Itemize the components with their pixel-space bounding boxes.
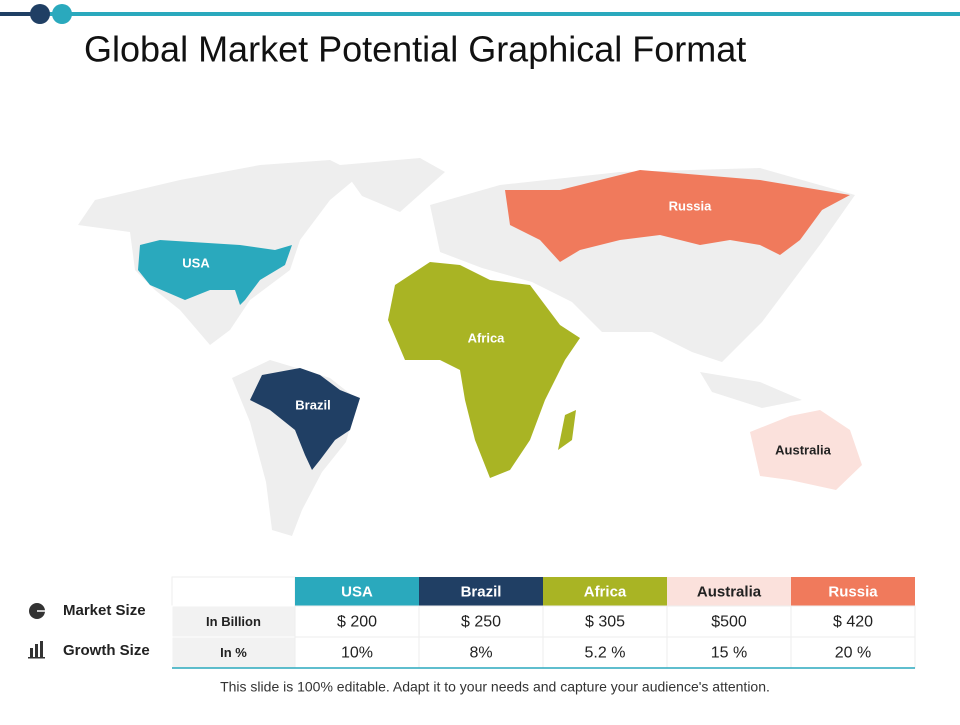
row-label-cell [171,636,296,669]
cell-text: $500 [711,614,747,631]
cell [294,605,420,638]
region-russia [505,170,850,262]
cell-text: 5.2 % [585,645,626,662]
region-label: USA [182,255,210,270]
cell [790,605,916,638]
cell-text: 15 % [711,645,747,662]
dot [30,4,50,24]
region-brazil [250,368,360,470]
header-cell [791,577,915,606]
region-label: Russia [669,198,712,213]
cell [294,636,420,669]
footer: This slide is 100% editable. Adapt it to… [220,679,770,695]
row-label-cell [171,605,296,638]
header-text: USA [341,583,373,600]
header-text: Brazil [461,583,502,600]
cell-text: $ 250 [461,614,501,631]
dot [52,4,72,24]
cell [790,636,916,669]
table: USA Brazil Africa Australia Russia In Billion… [171,576,916,669]
cell-text: 8% [469,645,492,662]
title: Global Market Potential Graphical Format [84,29,746,70]
header-text: Russia [828,583,878,600]
region-africa [388,262,580,478]
region-usa [138,240,292,305]
cell-text: 10% [341,645,373,662]
continent [340,158,445,212]
cell [666,605,792,638]
cell [542,605,668,638]
legend: Market Size Growth Size [28,602,150,659]
header-cell [295,577,419,606]
header-text: Africa [584,583,627,600]
legend-label: Growth Size [63,642,150,659]
header-cell [667,577,791,606]
islands [700,372,802,408]
highlighted-regions [138,170,862,490]
header-cell [419,577,543,606]
legend-label: Market Size [63,602,146,619]
region-australia [750,410,862,490]
cell-text: 20 % [835,645,871,662]
region-label: Africa [468,330,506,345]
table-corner [171,576,296,607]
region-label: Australia [775,442,831,457]
row-label: In % [220,645,247,660]
region-label: Brazil [295,397,330,412]
cell [666,636,792,669]
row-label: In Billion [206,614,261,629]
cell-text: $ 420 [833,614,873,631]
cell-text: $ 305 [585,614,625,631]
header-cell [543,577,667,606]
cell-text: $ 200 [337,614,377,631]
bar-icon [28,641,45,659]
header-text: Australia [697,583,762,600]
